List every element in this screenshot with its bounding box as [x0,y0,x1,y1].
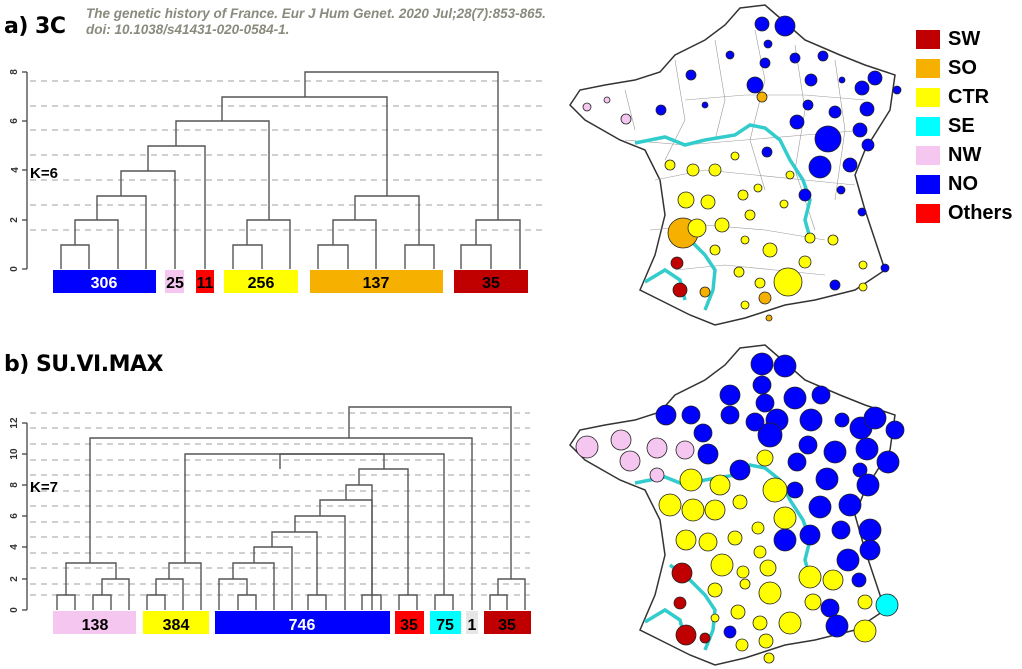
cluster-size: 75 [436,617,454,634]
map-3c [569,4,902,326]
cluster-size: 35 [482,275,500,292]
y-axis [22,422,28,611]
cluster-size: 138 [82,617,109,634]
svg-text:4: 4 [9,544,20,550]
svg-text:0: 0 [9,607,20,613]
y-tick-labels: 0 2 4 6 8 10 12 [9,417,20,613]
citation-line-2: doi: 10.1038/s41431-020-0584-1. [86,22,290,37]
svg-text:4: 4 [10,167,21,173]
dendrogram-suvimax: 0 2 4 6 8 10 12 [9,406,531,634]
cluster-size: 137 [363,275,390,292]
legend: SW SO CTR SE NW NO Others [916,25,1012,228]
legend-swatch [916,117,940,136]
svg-text:2: 2 [9,576,20,582]
cluster-size: 1 [468,617,477,634]
legend-swatch [916,175,940,194]
legend-item-so: SO [916,54,1012,83]
map-suvimax [569,344,905,666]
cluster-size: 746 [289,617,316,634]
legend-item-sw: SW [916,25,1012,54]
legend-item-ctr: CTR [916,83,1012,112]
dendrogram-branches [60,71,521,269]
y-tick-labels: 0 2 4 6 8 [9,69,21,272]
pie-markers [575,352,905,664]
legend-swatch [916,204,940,223]
panel-b-title: b) SU.VI.MAX [4,352,163,377]
svg-text:8: 8 [9,482,20,488]
legend-item-others: Others [916,199,1012,228]
citation: The genetic history of France. Eur J Hum… [86,6,546,38]
grid-lines [30,80,545,231]
legend-swatch [916,146,940,165]
legend-swatch [916,88,940,107]
svg-text:0: 0 [9,266,20,272]
citation-line-1: The genetic history of France. Eur J Hum… [86,6,546,21]
pie-markers [582,15,902,322]
k-label-b: K=7 [30,479,58,496]
svg-text:2: 2 [9,217,20,223]
grid-lines [30,412,530,596]
cluster-size: 306 [91,275,118,292]
legend-swatch [916,59,940,78]
dendrogram-3c: 0 2 4 6 8 K=6 306 25 11 256 [9,69,545,293]
svg-text:12: 12 [9,417,20,429]
k-label-a: K=6 [30,165,58,182]
svg-text:6: 6 [9,118,20,124]
svg-text:8: 8 [9,69,20,75]
legend-item-se: SE [916,112,1012,141]
cluster-bars: 306 25 11 256 137 35 [53,270,528,293]
panel-a-title: a) 3C [4,14,66,39]
department-borders [624,29,866,276]
svg-text:6: 6 [9,513,20,519]
cluster-bars: 138 384 746 35 75 1 35 [53,611,531,634]
dendrogram-branches [56,406,526,610]
cluster-size: 25 [166,275,184,292]
cluster-size: 11 [197,275,214,292]
cluster-size: 35 [400,617,418,634]
cluster-size: 35 [498,617,516,634]
svg-text:10: 10 [9,448,20,460]
legend-item-nw: NW [916,141,1012,170]
cluster-size: 384 [163,617,190,634]
legend-swatch [916,30,940,49]
legend-item-no: NO [916,170,1012,199]
y-axis [22,71,28,270]
cluster-size: 256 [248,275,275,292]
